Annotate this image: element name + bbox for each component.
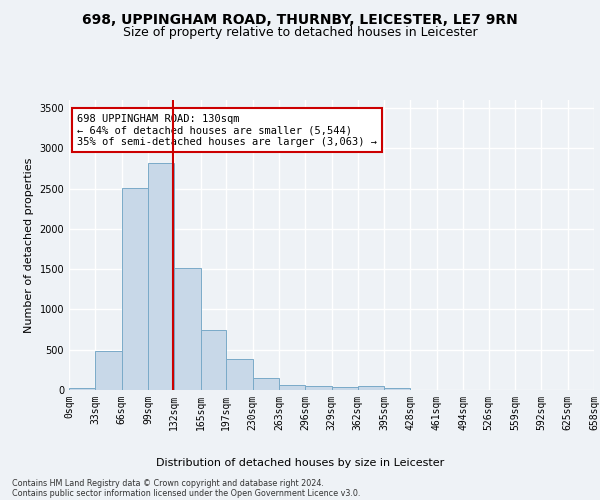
Text: 698, UPPINGHAM ROAD, THURNBY, LEICESTER, LE7 9RN: 698, UPPINGHAM ROAD, THURNBY, LEICESTER,… [82, 12, 518, 26]
Bar [122, 188, 148, 390]
Bar [253, 378, 279, 390]
Text: Size of property relative to detached houses in Leicester: Size of property relative to detached ho… [122, 26, 478, 39]
Bar [279, 385, 305, 390]
Bar [69, 388, 95, 390]
Bar [95, 352, 122, 390]
Bar [148, 163, 175, 390]
Bar [358, 386, 384, 390]
Bar [384, 388, 410, 390]
Text: Contains HM Land Registry data © Crown copyright and database right 2024.: Contains HM Land Registry data © Crown c… [12, 479, 324, 488]
Bar [226, 358, 253, 390]
Text: Contains public sector information licensed under the Open Government Licence v3: Contains public sector information licen… [12, 489, 361, 498]
Bar [200, 330, 226, 390]
Text: Distribution of detached houses by size in Leicester: Distribution of detached houses by size … [156, 458, 444, 468]
Bar [175, 268, 200, 390]
Bar [331, 387, 358, 390]
Text: 698 UPPINGHAM ROAD: 130sqm
← 64% of detached houses are smaller (5,544)
35% of s: 698 UPPINGHAM ROAD: 130sqm ← 64% of deta… [77, 114, 377, 147]
Bar [305, 386, 331, 390]
Y-axis label: Number of detached properties: Number of detached properties [24, 158, 34, 332]
